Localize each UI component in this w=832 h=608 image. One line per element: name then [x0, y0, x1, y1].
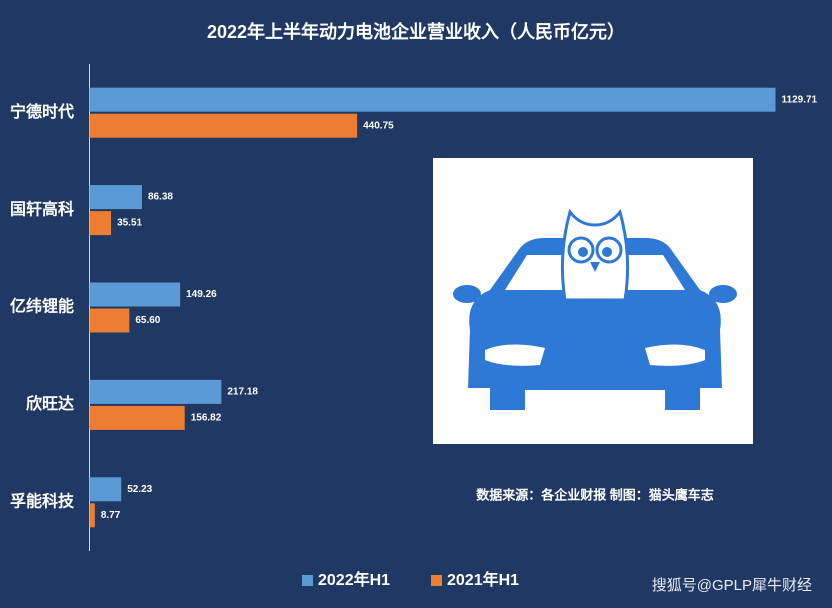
value-label: 156.82 [191, 413, 222, 424]
bar [89, 282, 181, 307]
y-tick-label: 国轩高科 [10, 199, 74, 218]
value-label: 149.26 [186, 289, 217, 300]
chart-title: 2022年上半年动力电池企业营业收入（人民币亿元） [207, 21, 625, 42]
watermark: 搜狐号@GPLP犀牛财经 [652, 577, 812, 594]
value-label: 1129.71 [782, 94, 818, 105]
y-tick-label: 欣旺达 [26, 394, 74, 413]
bar [89, 405, 185, 430]
value-label: 52.23 [127, 484, 152, 495]
bar [89, 185, 142, 210]
value-label: 35.51 [117, 218, 142, 229]
value-label: 217.18 [227, 387, 258, 398]
legend-label: 2022年H1 [318, 570, 390, 589]
bar [89, 87, 776, 112]
legend-swatch [302, 575, 313, 586]
y-tick-label: 宁德时代 [10, 102, 74, 121]
illustration [433, 158, 753, 444]
y-tick-label: 亿纬锂能 [10, 297, 74, 316]
source-note: 数据来源：各企业财报 制图：猫头鹰车志 [476, 487, 714, 502]
y-tick-label: 孚能科技 [10, 492, 75, 511]
legend-label: 2021年H1 [447, 570, 519, 589]
bar [89, 477, 122, 502]
bar [89, 503, 95, 528]
value-label: 65.60 [135, 315, 160, 326]
value-label: 8.77 [101, 510, 121, 521]
legend-swatch [431, 575, 442, 586]
value-label: 86.38 [148, 192, 173, 203]
bar [89, 308, 130, 333]
bar [89, 379, 222, 404]
bar [89, 113, 358, 138]
value-label: 440.75 [363, 120, 394, 131]
bar [89, 211, 112, 236]
